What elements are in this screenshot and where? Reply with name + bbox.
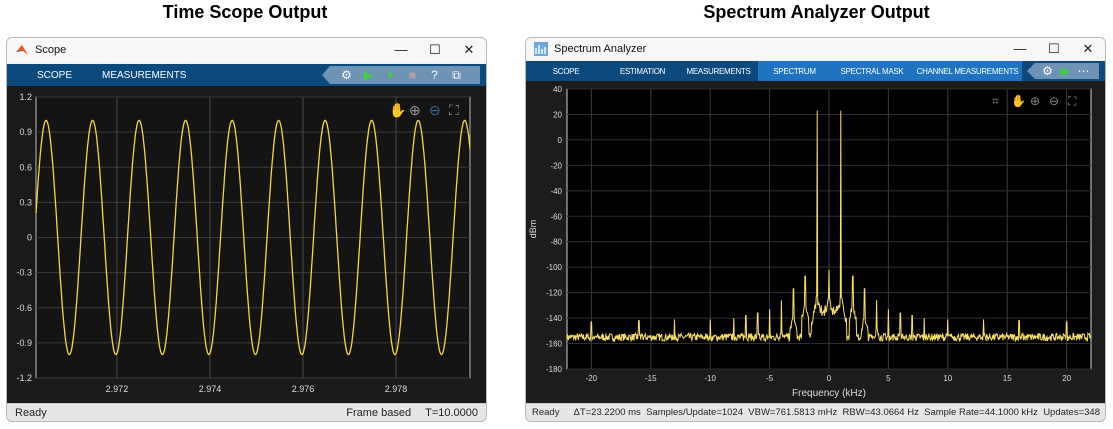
y-tick-label: 40: [553, 85, 562, 94]
spectrum-chart: 40200-20-40-60-80-100-120-140-160-180-20…: [528, 85, 1092, 399]
y-tick-label: -40: [550, 187, 562, 196]
tab-scope[interactable]: SCOPE: [37, 69, 73, 81]
x-tick-label: -10: [704, 374, 716, 383]
x-tick-label: 15: [1003, 374, 1012, 383]
matlab-logo-icon: [16, 45, 28, 55]
spectrum-trace: [566, 110, 1092, 343]
help-icon[interactable]: ?: [431, 68, 438, 82]
y-tick-label: -0.9: [16, 338, 32, 348]
maximize-button[interactable]: ☐: [1048, 40, 1060, 56]
sine-wave-series: [35, 119, 471, 356]
pan-icon: ✋: [389, 102, 406, 118]
spectrum-status-bar: Ready ΔT=23.2200 ms Samples/Update=1024 …: [526, 403, 1105, 421]
settings-icon[interactable]: ⚙: [1042, 64, 1053, 78]
y-tick-label: -80: [550, 238, 562, 247]
status-time: T=10.0000: [425, 406, 478, 419]
status-ready: Ready: [532, 407, 560, 418]
tab-spectral-mask[interactable]: SPECTRAL MASK: [831, 61, 913, 81]
undock-icon[interactable]: ⧉: [452, 67, 461, 82]
status-details: ΔT=23.2200 ms Samples/Update=1024 VBW=76…: [573, 407, 1106, 418]
window-title: Spectrum Analyzer: [554, 42, 647, 55]
zoom-in-icon: ⊕: [1030, 94, 1040, 108]
run-icon[interactable]: ▶: [1060, 64, 1071, 78]
spectrum-analyzer-heading: Spectrum Analyzer Output: [703, 2, 930, 22]
scope-title-bar: Scope — ☐ ✕: [7, 38, 486, 62]
spectrum-window: Spectrum Analyzer — ☐ ✕ SCOPE ESTIMATION…: [525, 37, 1106, 422]
fit-to-view-icon: ⛶: [449, 102, 459, 118]
scope-plot-area: 1.2 0.9 0.6 0.3 0 -0.3 -0.6 -0.9 -1.2 2.972 2.974 2…: [7, 86, 486, 403]
time-scope-chart: 1.2 0.9 0.6 0.3 0 -0.3 -0.6 -0.9 -1.2 2.972 2.974 2…: [16, 92, 471, 394]
window-title: Scope: [35, 44, 67, 56]
scope-window: Scope — ☐ ✕ SCOPE MEASUREMENTS ⚙ ▶ ⏵ ■ ?…: [6, 37, 487, 422]
zoom-out-icon: ⊖: [429, 102, 441, 118]
y-tick-label: 0.3: [19, 197, 32, 207]
x-tick-label: -5: [766, 374, 774, 383]
tab-scope[interactable]: SCOPE: [552, 66, 580, 76]
x-tick-label: 2.974: [199, 384, 222, 394]
autoscale-icon: ⌗: [992, 94, 999, 108]
x-tick-label: 2.976: [292, 384, 315, 394]
step-forward-icon[interactable]: ⏵: [387, 67, 394, 82]
stop-icon[interactable]: ■: [408, 68, 417, 82]
spectrum-plot-area: 40 20 0 -20 -40 -60 -80 -100 -120 -140 -160 -180 -20…: [526, 81, 1105, 403]
pan-icon: ✋: [1011, 94, 1026, 108]
zoom-out-icon: ⊖: [1049, 94, 1059, 108]
y-tick-label: -1.2: [16, 373, 32, 383]
tab-measurements[interactable]: MEASUREMENTS: [102, 69, 187, 81]
status-ready: Ready: [15, 406, 47, 419]
x-tick-label: -15: [645, 374, 657, 383]
spectrum-toolbar-group: ⚙ ▶ ⋯: [1027, 63, 1099, 79]
fit-to-view-icon: ⛶: [1067, 94, 1077, 108]
scope-status-bar: Ready Frame based T=10.0000: [7, 403, 486, 421]
spectrum-analyzer-logo-icon: [534, 41, 548, 56]
tab-estimation[interactable]: ESTIMATION: [619, 66, 666, 76]
y-tick-label: -120: [546, 289, 563, 298]
y-tick-label: -60: [550, 212, 562, 221]
x-tick-label: 0: [827, 374, 832, 383]
y-tick-label: 20: [553, 110, 562, 119]
tab-spectrum[interactable]: SPECTRUM: [758, 61, 831, 81]
close-button[interactable]: ✕: [463, 42, 475, 57]
y-tick-label: -0.6: [16, 303, 32, 313]
status-mode: Frame based: [346, 406, 412, 419]
x-axis-label: Frequency (kHz): [792, 388, 866, 399]
x-tick-label: 2.978: [385, 384, 408, 394]
settings-icon[interactable]: ⚙: [341, 68, 352, 82]
y-tick-label: 0: [558, 136, 563, 145]
tab-channel-measurements[interactable]: CHANNEL MEASUREMENTS: [913, 61, 1022, 81]
scope-toolstrip: SCOPE MEASUREMENTS ⚙ ▶ ⏵ ■ ? ⧉: [7, 64, 486, 86]
x-tick-label: 20: [1062, 374, 1071, 383]
y-axis-label: dBm: [528, 220, 538, 239]
minimize-button[interactable]: —: [1013, 40, 1027, 56]
scope-toolbar-group: ⚙ ▶ ⏵ ■ ? ⧉: [322, 66, 480, 84]
maximize-button[interactable]: ☐: [429, 42, 441, 57]
minimize-button[interactable]: —: [394, 42, 408, 57]
y-tick-label: -140: [546, 314, 563, 323]
y-tick-label: -100: [546, 263, 563, 272]
close-button[interactable]: ✕: [1082, 40, 1094, 56]
run-icon[interactable]: ▶: [363, 68, 374, 82]
spectrum-title-bar: Spectrum Analyzer — ☐ ✕: [526, 38, 1105, 59]
y-tick-label: -20: [550, 161, 562, 170]
y-tick-label: 0.9: [19, 127, 32, 137]
x-tick-label: 2.972: [106, 384, 129, 394]
y-tick-label: 0.6: [19, 162, 32, 172]
spectrum-toolstrip: SCOPE ESTIMATION MEASUREMENTS SPECTRUM S…: [526, 61, 1105, 81]
y-tick-label: -160: [546, 340, 563, 349]
y-tick-label: -0.3: [16, 268, 32, 278]
time-scope-heading: Time Scope Output: [162, 2, 328, 22]
more-icon[interactable]: ⋯: [1077, 64, 1090, 78]
x-tick-label: 5: [886, 374, 891, 383]
tab-measurements[interactable]: MEASUREMENTS: [686, 66, 751, 76]
y-tick-label: 1.2: [19, 92, 32, 102]
y-tick-label: -180: [546, 365, 563, 374]
zoom-in-icon: ⊕: [409, 102, 421, 118]
x-tick-label: 10: [943, 374, 952, 383]
y-tick-label: 0: [27, 233, 32, 243]
x-tick-label: -20: [586, 374, 598, 383]
